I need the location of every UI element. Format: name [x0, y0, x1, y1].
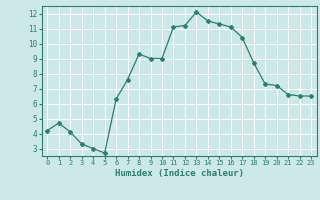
X-axis label: Humidex (Indice chaleur): Humidex (Indice chaleur): [115, 169, 244, 178]
